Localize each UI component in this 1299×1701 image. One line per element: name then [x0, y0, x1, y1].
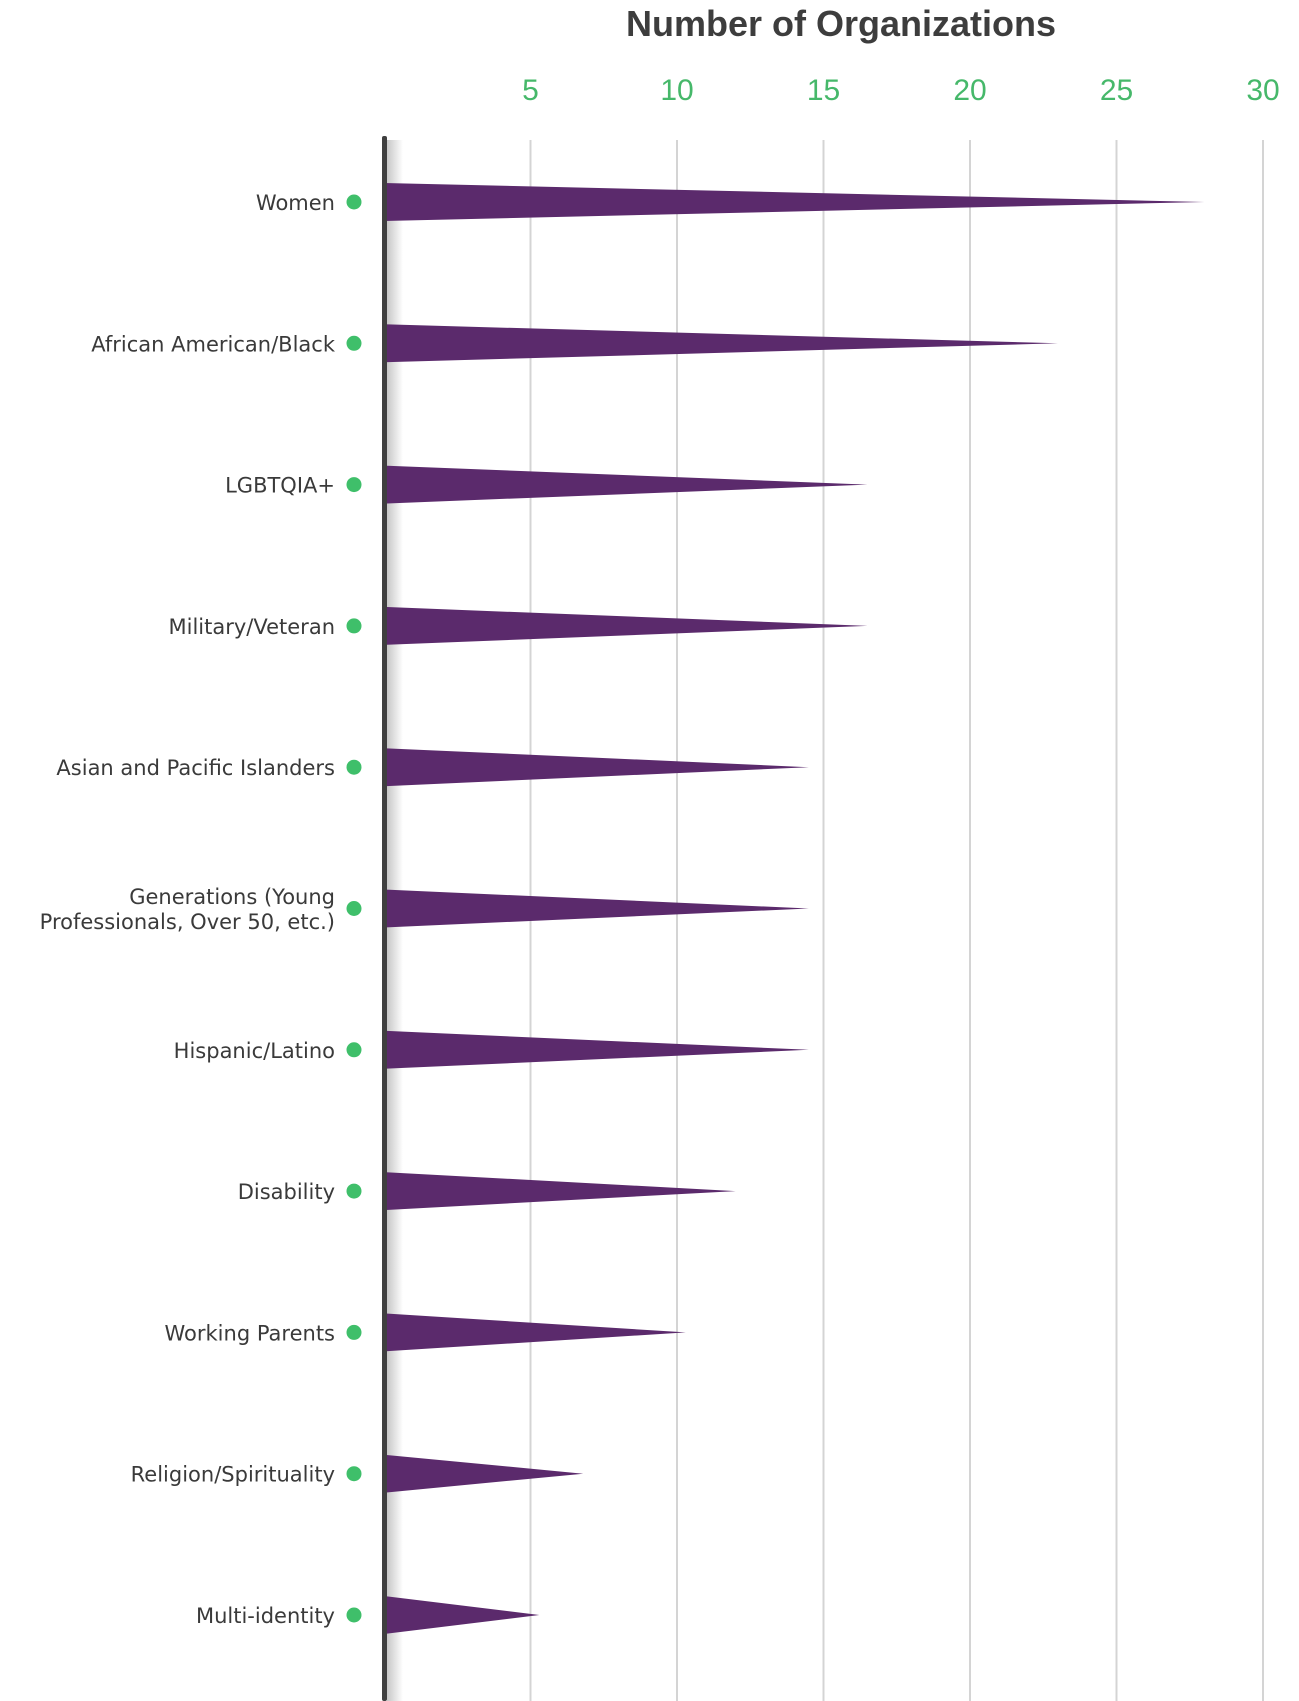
x-tick-label: 15	[807, 74, 840, 107]
category-label: African American/Black	[91, 332, 336, 356]
category-marker-dot	[346, 1042, 362, 1058]
bar	[384, 1454, 584, 1493]
category-marker-dot	[346, 1607, 362, 1623]
category-label: Military/Veteran	[169, 615, 335, 639]
category-label: Hispanic/Latino	[174, 1039, 335, 1063]
category-marker-dot	[346, 1466, 362, 1482]
bar	[384, 1313, 686, 1352]
category-label: Generations (Young	[129, 885, 335, 909]
category-marker-dot	[346, 477, 362, 493]
x-tick-label: 25	[1100, 74, 1133, 107]
x-tick-label: 20	[953, 74, 986, 107]
bar	[384, 889, 809, 928]
bar	[384, 183, 1205, 221]
category-marker-dot	[346, 194, 362, 210]
y-axis-line	[382, 136, 387, 1701]
category-marker-dot	[346, 1183, 362, 1199]
x-tick-label: 5	[522, 74, 539, 107]
category-markers	[346, 194, 362, 1623]
category-label: Asian and Pacific Islanders	[56, 756, 335, 780]
category-label: Disability	[238, 1180, 335, 1204]
category-label: Multi-identity	[196, 1604, 335, 1628]
category-labels: Women African American/Black LGBTQIA+ Milit…	[40, 191, 336, 1628]
x-tick-label: 10	[660, 74, 693, 107]
category-marker-dot	[346, 618, 362, 634]
bar	[384, 1596, 540, 1634]
bar	[384, 324, 1058, 363]
category-marker-dot	[346, 759, 362, 775]
category-label: Working Parents	[165, 1321, 336, 1345]
category-label: Religion/Spirituality	[131, 1463, 335, 1487]
bar	[384, 606, 868, 645]
bar	[384, 1172, 736, 1211]
x-tick-label: 30	[1246, 74, 1279, 107]
bar	[384, 1030, 809, 1069]
bars	[384, 183, 1205, 1634]
gridlines	[529, 140, 1264, 1701]
category-marker-dot	[346, 335, 362, 351]
x-axis-title: Number of Organizations	[626, 3, 1056, 44]
category-marker-dot	[346, 1324, 362, 1340]
category-marker-dot	[346, 901, 362, 916]
category-label: Women	[256, 191, 335, 215]
bar	[384, 748, 809, 787]
x-tick-labels: 5 10 15 20 25 30	[522, 74, 1280, 107]
category-label: Professionals, Over 50, etc.)	[40, 910, 335, 934]
bar	[384, 465, 868, 504]
category-label: LGBTQIA+	[225, 474, 335, 498]
